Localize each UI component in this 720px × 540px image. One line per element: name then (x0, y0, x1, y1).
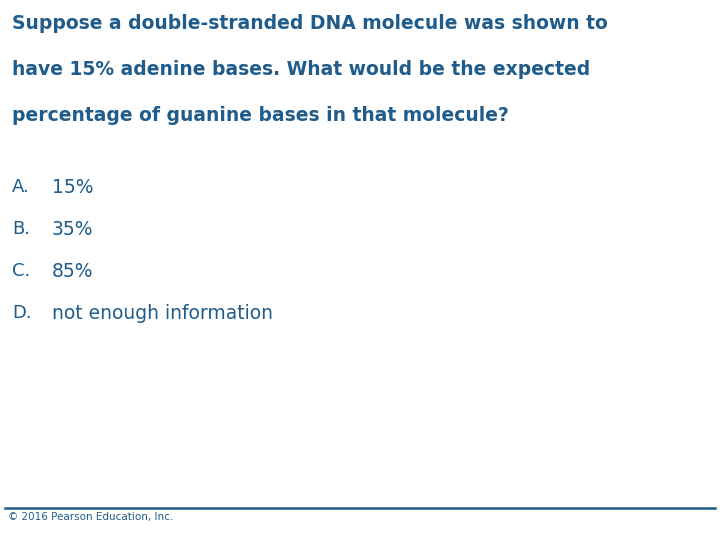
Text: B.: B. (12, 220, 30, 238)
Text: 85%: 85% (52, 262, 94, 281)
Text: 15%: 15% (52, 178, 94, 197)
Text: A.: A. (12, 178, 30, 196)
Text: Suppose a double-stranded DNA molecule was shown to: Suppose a double-stranded DNA molecule w… (12, 14, 608, 33)
Text: have 15% adenine bases. What would be the expected: have 15% adenine bases. What would be th… (12, 60, 590, 79)
Text: percentage of guanine bases in that molecule?: percentage of guanine bases in that mole… (12, 106, 509, 125)
Text: D.: D. (12, 304, 32, 322)
Text: © 2016 Pearson Education, Inc.: © 2016 Pearson Education, Inc. (8, 512, 174, 522)
Text: 35%: 35% (52, 220, 94, 239)
Text: C.: C. (12, 262, 30, 280)
Text: not enough information: not enough information (52, 304, 273, 323)
